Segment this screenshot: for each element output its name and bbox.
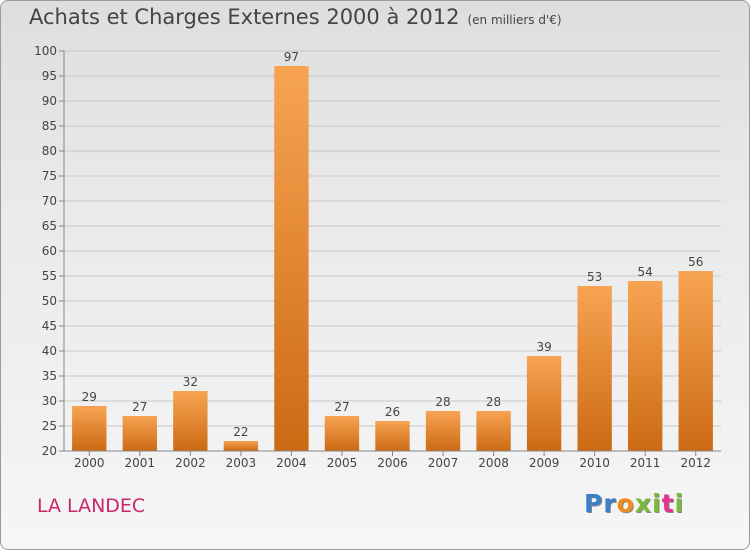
y-tick-label: 30 [42,394,57,408]
y-tick-label: 35 [42,369,57,383]
x-tick-label: 2007 [428,456,459,470]
data-label: 22 [233,425,248,439]
bar-2002[interactable] [173,391,208,451]
y-tick-label: 85 [42,119,57,133]
bar-2010[interactable] [577,286,612,451]
logo-letter: x [634,489,652,518]
logo-letter: i [652,489,662,518]
data-label: 28 [486,395,501,409]
y-tick-label: 70 [42,194,57,208]
chart-title-text: Achats et Charges Externes 2000 à 2012 [29,5,460,29]
y-tick-label: 90 [42,94,57,108]
chart-unit: (en milliers d'€) [467,13,562,27]
x-tick-label: 2001 [125,456,156,470]
logo-letter: r [603,489,617,518]
bar-2003[interactable] [223,441,259,451]
y-tick-label: 55 [42,269,57,283]
bar-2008[interactable] [476,411,511,451]
data-label: 27 [334,400,349,414]
y-tick-label: 45 [42,319,57,333]
data-label: 26 [385,405,400,419]
data-label: 32 [183,375,198,389]
bar-2011[interactable] [628,281,663,451]
data-label: 29 [82,390,97,404]
y-tick-label: 20 [42,444,57,458]
x-tick-label: 2005 [327,456,358,470]
bar-2004[interactable] [274,66,309,451]
y-tick-label: 75 [42,169,57,183]
bar-2000[interactable] [72,406,107,451]
bar-2006[interactable] [375,421,410,451]
y-tick-label: 80 [42,144,57,158]
data-label: 28 [435,395,450,409]
bar-2005[interactable] [324,416,360,451]
bar-2007[interactable] [425,411,461,451]
bar-2001[interactable] [122,416,157,451]
x-tick-label: 2004 [276,456,307,470]
y-tick-label: 100 [34,44,57,58]
logo-letter: t [661,489,675,518]
x-tick-label: 2006 [377,456,408,470]
x-tick-label: 2008 [478,456,509,470]
bar-2012[interactable] [678,271,713,451]
place-name: LA LANDEC [37,495,146,517]
x-tick-label: 2009 [529,456,560,470]
data-label: 97 [284,50,299,64]
data-label: 27 [132,400,147,414]
data-label: 56 [688,255,703,269]
data-label: 39 [536,340,551,354]
x-tick-label: 2011 [630,456,661,470]
x-tick-label: 2000 [74,456,105,470]
data-label: 54 [638,265,653,279]
y-tick-label: 25 [42,419,57,433]
chart-title: Achats et Charges Externes 2000 à 2012 (e… [29,5,562,29]
y-tick-label: 40 [42,344,57,358]
x-tick-label: 2003 [226,456,257,470]
y-tick-label: 50 [42,294,57,308]
logo-letter: o [616,489,635,518]
x-tick-label: 2002 [175,456,206,470]
logo-letter: P [584,489,604,518]
x-tick-label: 2012 [680,456,711,470]
proxiti-logo[interactable]: Proxiti [584,489,684,518]
y-tick-label: 60 [42,244,57,258]
logo-letter: i [674,489,685,518]
bar-2009[interactable] [526,356,562,451]
data-label: 53 [587,270,602,284]
x-tick-label: 2010 [579,456,610,470]
y-tick-label: 95 [42,69,57,83]
y-tick-label: 65 [42,219,57,233]
